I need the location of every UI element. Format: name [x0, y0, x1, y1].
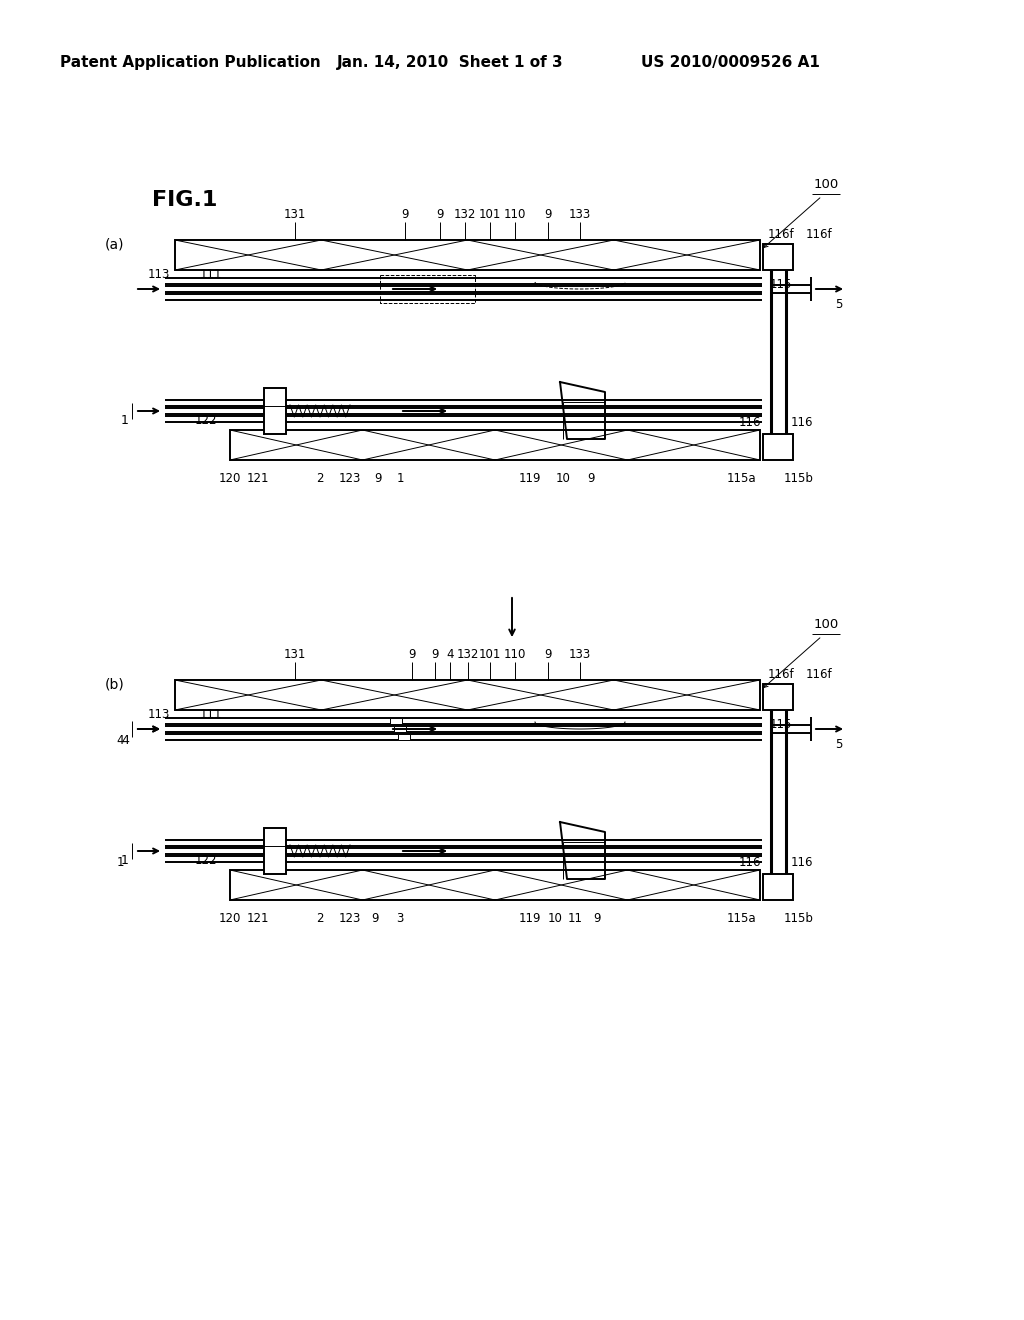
- Text: 115a: 115a: [726, 471, 756, 484]
- Text: 115: 115: [770, 718, 793, 730]
- Text: 121: 121: [247, 471, 269, 484]
- Bar: [763, 684, 793, 710]
- Text: 116: 116: [791, 855, 813, 869]
- Bar: [390, 718, 402, 723]
- Text: (a): (a): [105, 238, 125, 252]
- Bar: [175, 680, 760, 710]
- Text: 9: 9: [409, 648, 416, 661]
- Text: 4: 4: [121, 734, 129, 747]
- Bar: [394, 726, 406, 733]
- Text: 132: 132: [454, 209, 476, 222]
- Text: 9: 9: [544, 648, 552, 661]
- Bar: [763, 874, 793, 900]
- Bar: [264, 388, 286, 434]
- Text: 1: 1: [121, 414, 129, 428]
- Text: 122: 122: [195, 854, 217, 867]
- Text: 4: 4: [117, 734, 124, 747]
- Text: 1: 1: [396, 471, 403, 484]
- Text: 3: 3: [396, 912, 403, 924]
- Text: 1: 1: [121, 854, 129, 867]
- Text: Jan. 14, 2010  Sheet 1 of 3: Jan. 14, 2010 Sheet 1 of 3: [337, 54, 563, 70]
- Bar: [230, 870, 760, 900]
- Text: 10: 10: [556, 471, 570, 484]
- Text: 111: 111: [200, 709, 222, 722]
- Text: 131: 131: [284, 209, 306, 222]
- Text: 1: 1: [117, 857, 124, 870]
- Text: 110: 110: [504, 209, 526, 222]
- Bar: [264, 828, 286, 874]
- Text: 116: 116: [791, 416, 813, 429]
- Text: Patent Application Publication: Patent Application Publication: [59, 54, 321, 70]
- Text: 116: 116: [738, 855, 761, 869]
- Text: 10: 10: [548, 912, 562, 924]
- Text: 11: 11: [567, 912, 583, 924]
- Text: 122: 122: [195, 414, 217, 426]
- Text: 115b: 115b: [784, 471, 814, 484]
- Text: 100: 100: [813, 178, 839, 191]
- Text: 119: 119: [519, 912, 542, 924]
- Text: 116f: 116f: [806, 668, 833, 681]
- Text: 9: 9: [374, 471, 382, 484]
- Text: 110: 110: [504, 648, 526, 661]
- Text: 115a: 115a: [726, 912, 756, 924]
- Text: 121: 121: [247, 912, 269, 924]
- Text: 101: 101: [479, 648, 501, 661]
- Text: 9: 9: [593, 912, 601, 924]
- Text: 9: 9: [436, 209, 443, 222]
- Text: 5: 5: [836, 738, 843, 751]
- Text: 9: 9: [587, 471, 595, 484]
- Text: 9: 9: [544, 209, 552, 222]
- Bar: [175, 240, 760, 271]
- Text: US 2010/0009526 A1: US 2010/0009526 A1: [641, 54, 819, 70]
- Text: 113: 113: [147, 709, 170, 722]
- Text: 131: 131: [284, 648, 306, 661]
- Text: 116f: 116f: [768, 668, 795, 681]
- Text: 133: 133: [569, 209, 591, 222]
- Text: 113: 113: [147, 268, 170, 281]
- Text: 119: 119: [519, 471, 542, 484]
- Text: 9: 9: [401, 209, 409, 222]
- Text: 116: 116: [738, 416, 761, 429]
- Text: 123: 123: [339, 912, 361, 924]
- Bar: [398, 734, 410, 741]
- Text: 115b: 115b: [784, 912, 814, 924]
- Bar: [763, 244, 793, 271]
- Text: 5: 5: [836, 297, 843, 310]
- Text: 120: 120: [219, 471, 242, 484]
- Text: 116f: 116f: [768, 228, 795, 242]
- Text: 116f: 116f: [806, 228, 833, 242]
- Text: 123: 123: [339, 471, 361, 484]
- Text: 4: 4: [446, 648, 454, 661]
- Text: 132: 132: [457, 648, 479, 661]
- Text: 9: 9: [372, 912, 379, 924]
- Text: 111: 111: [200, 268, 222, 281]
- Bar: [230, 430, 760, 459]
- Text: 2: 2: [316, 912, 324, 924]
- Text: (b): (b): [105, 678, 125, 692]
- Text: FIG.1: FIG.1: [152, 190, 217, 210]
- Bar: [763, 434, 793, 459]
- Text: 120: 120: [219, 912, 242, 924]
- Text: 115: 115: [770, 277, 793, 290]
- Text: 2: 2: [316, 471, 324, 484]
- Text: 133: 133: [569, 648, 591, 661]
- Text: 9: 9: [431, 648, 438, 661]
- Text: 101: 101: [479, 209, 501, 222]
- Text: 100: 100: [813, 619, 839, 631]
